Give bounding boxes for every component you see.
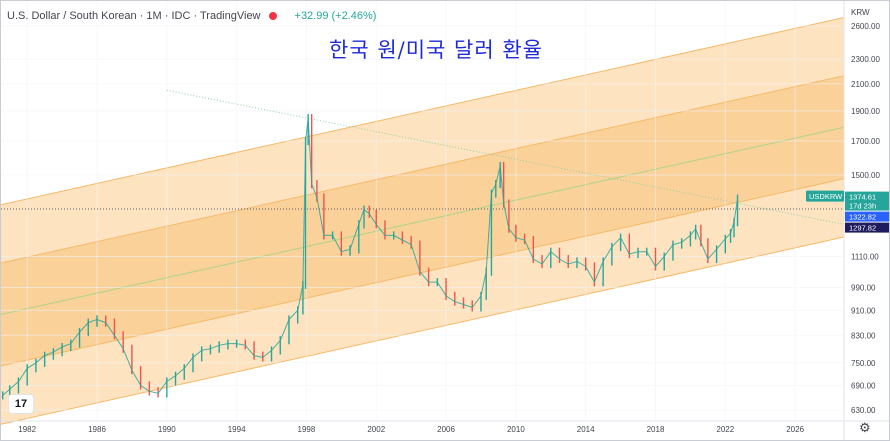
x-tick-label: 2002 [367,425,385,434]
last-price-label-bg [845,191,889,202]
chart-legend-header: U.S. Dollar / South Korean · 1M · IDC · … [7,8,376,24]
symbol-tag: USDKRW [809,192,843,201]
prev-close-label-bg [845,222,889,233]
x-tick-label: 1986 [88,425,106,434]
y-tick-label: 990.00 [851,284,876,293]
y-tick-label: 1500.00 [851,171,880,180]
y-tick-label: 1900.00 [851,107,880,116]
channel-boundary-line [1,236,844,425]
channel-band-upper [1,17,844,263]
x-tick-label: 2014 [577,425,595,434]
y-tick-label: 830.00 [851,331,876,340]
y-tick-label: 630.00 [851,406,876,415]
x-tick-label: 2006 [437,425,455,434]
countdown-label-bg [845,200,889,211]
x-tick-label: 2010 [507,425,525,434]
y-tick-label: 2300.00 [851,55,880,64]
x-tick-label: 1998 [298,425,316,434]
x-tick-label: 1994 [228,425,246,434]
y-axis-unit-label: KRW [851,8,870,17]
trendline[interactable] [166,89,844,225]
channel-boundary-line [1,178,844,367]
y-tick-label: 1110.00 [851,253,879,262]
price-change: +32.99 (+2.46%) [294,10,377,22]
y-tick-label: 2100.00 [851,80,880,89]
ref-price-label: 1322.82 [849,213,876,222]
chart-annotation-title: 한국 원/미국 달러 환율 [329,38,543,62]
prev-close-label: 1297.82 [849,224,876,233]
market-status-dot [268,12,277,20]
channel-midline [1,126,844,316]
ref-price-label-bg [845,211,889,222]
symbol-tag-bg [806,190,844,202]
gear-icon[interactable]: ⚙ [859,420,871,435]
x-tick-label: 2022 [716,425,734,434]
y-tick-label: 750.00 [851,359,876,368]
y-tick-label: 2600.00 [851,22,880,31]
tradingview-logo[interactable]: 17 [9,395,33,413]
channel-boundary-line [1,75,844,264]
x-tick-label: 1990 [158,425,176,434]
x-tick-label: 2018 [647,425,665,434]
y-tick-label: 1700.00 [851,137,880,146]
x-tick-label: 2026 [786,425,804,434]
symbol-description[interactable]: U.S. Dollar / South Korean · 1M · IDC · … [7,10,261,22]
y-tick-label: 910.00 [851,306,876,315]
last-price-label: 1374.61 [849,193,876,202]
countdown-label: 17d 23h [849,202,876,211]
x-tick-label: 1982 [18,425,36,434]
y-tick-label: 690.00 [851,381,876,390]
price-series-line[interactable] [2,118,738,396]
